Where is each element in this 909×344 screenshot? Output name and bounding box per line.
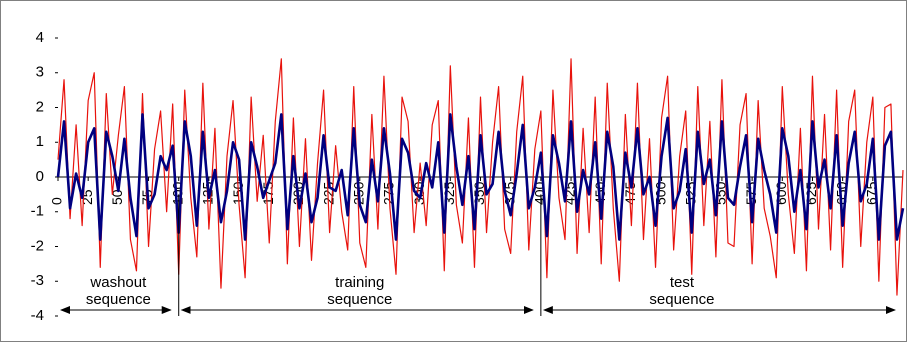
x-tick-label: 0 (49, 197, 65, 205)
y-tick-label: -3 (31, 272, 44, 289)
y-tick-label: 4 (36, 29, 44, 46)
annotation-text: test (670, 274, 695, 291)
annotation-text: sequence (327, 291, 392, 308)
series-line (56, 113, 905, 241)
y-tick-label: 0 (36, 168, 44, 185)
y-tick-label: -2 (31, 237, 44, 254)
x-tick-label: 50 (109, 189, 125, 205)
x-tick-label: 600 (773, 181, 789, 205)
annotation-text: training (335, 274, 384, 291)
y-tick-label: 2 (36, 98, 44, 115)
y-tick-label: -1 (31, 203, 44, 220)
annotation-text: sequence (86, 291, 151, 308)
annotation-text: sequence (649, 291, 714, 308)
annotation-text: washout (89, 274, 147, 291)
x-tick-label: 500 (652, 181, 668, 205)
y-tick-label: 1 (36, 133, 44, 150)
y-tick-label: 3 (36, 64, 44, 81)
y-tick-label: -4 (31, 307, 44, 324)
